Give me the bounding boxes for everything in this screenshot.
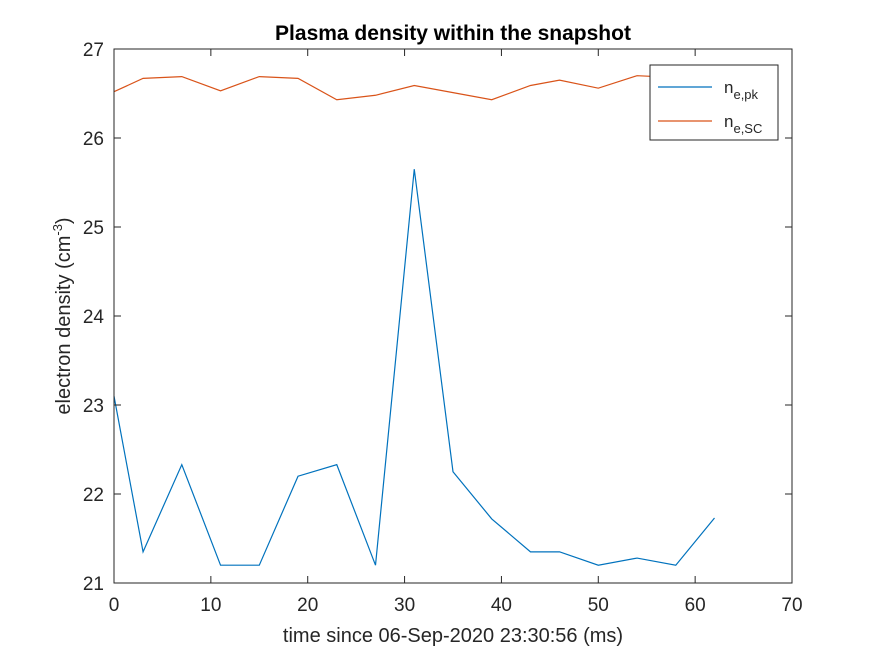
x-tick-label: 50 <box>588 595 609 616</box>
x-tick-label: 10 <box>200 595 221 616</box>
y-axis-label-main: electron density (cm <box>53 236 75 415</box>
axes-layer: 0 10 20 30 40 50 60 70 21 22 23 24 25 26 27 <box>83 40 803 616</box>
x-tick-label: 70 <box>781 595 802 616</box>
legend-label-ne-pk: ne,pk <box>724 78 759 102</box>
y-tick-label: 22 <box>83 485 104 506</box>
x-tick-label: 30 <box>394 595 415 616</box>
series-line-ne-sc <box>113 75 715 101</box>
x-tick-label: 0 <box>109 595 120 616</box>
legend-label-ne-sc-main: n <box>724 112 733 131</box>
x-tick-label: 40 <box>491 595 512 616</box>
y-tick-label: 23 <box>83 396 104 417</box>
y-tick-label: 25 <box>83 218 104 239</box>
y-tick-label: 26 <box>83 129 104 150</box>
y-axis-label-close: ) <box>53 217 75 224</box>
legend-box <box>649 64 779 141</box>
x-tick-label: 60 <box>685 595 706 616</box>
legend: ne,pk ne,SC <box>649 64 779 141</box>
series-line-ne-pk <box>113 169 715 566</box>
y-tick-label: 24 <box>83 307 105 328</box>
series-layer <box>113 75 715 566</box>
x-tick-label: 20 <box>297 595 318 616</box>
legend-label-ne-sc: ne,SC <box>724 112 762 136</box>
y-axis-label: electron density (cm-3) <box>50 217 75 414</box>
y-tick-label: 27 <box>83 40 104 61</box>
y-tick-label: 21 <box>83 574 104 595</box>
chart-title: Plasma density within the snapshot <box>275 22 631 45</box>
legend-label-ne-pk-sub: e,pk <box>733 87 758 102</box>
y-axis-label-exponent: -3 <box>50 224 65 236</box>
legend-label-ne-sc-sub: e,SC <box>733 121 762 136</box>
legend-label-ne-pk-main: n <box>724 78 733 97</box>
x-axis-label: time since 06-Sep-2020 23:30:56 (ms) <box>283 625 623 647</box>
